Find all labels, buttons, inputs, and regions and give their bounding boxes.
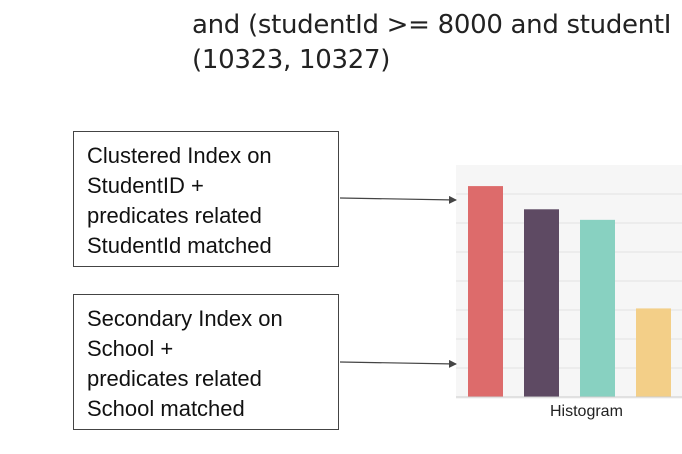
query-text-line-2: (10323, 10327): [192, 45, 391, 75]
box-line: School +: [87, 336, 174, 361]
secondary-index-box: Secondary Index on School + predicates r…: [73, 294, 339, 430]
query-text-line-1: and (studentId >= 8000 and studentI: [192, 10, 672, 40]
arrow-clustered: [339, 195, 457, 204]
clustered-index-box: Clustered Index on StudentID + predicate…: [73, 131, 339, 267]
histogram-caption: Histogram: [550, 403, 623, 420]
histogram-bars: [468, 186, 671, 397]
box-line: StudentId matched: [87, 233, 272, 258]
histogram-bar: [468, 186, 503, 397]
histogram-bar: [580, 219, 615, 397]
histogram-bar: [524, 209, 559, 397]
box-line: School matched: [87, 396, 245, 421]
box-line: Secondary Index on: [87, 306, 283, 331]
box-line: StudentID +: [87, 173, 204, 198]
box-line: predicates related: [87, 366, 262, 391]
box-line: Clustered Index on: [87, 143, 272, 168]
box-line: predicates related: [87, 203, 262, 228]
histogram-bar: [636, 308, 671, 397]
arrow-secondary: [339, 359, 457, 368]
